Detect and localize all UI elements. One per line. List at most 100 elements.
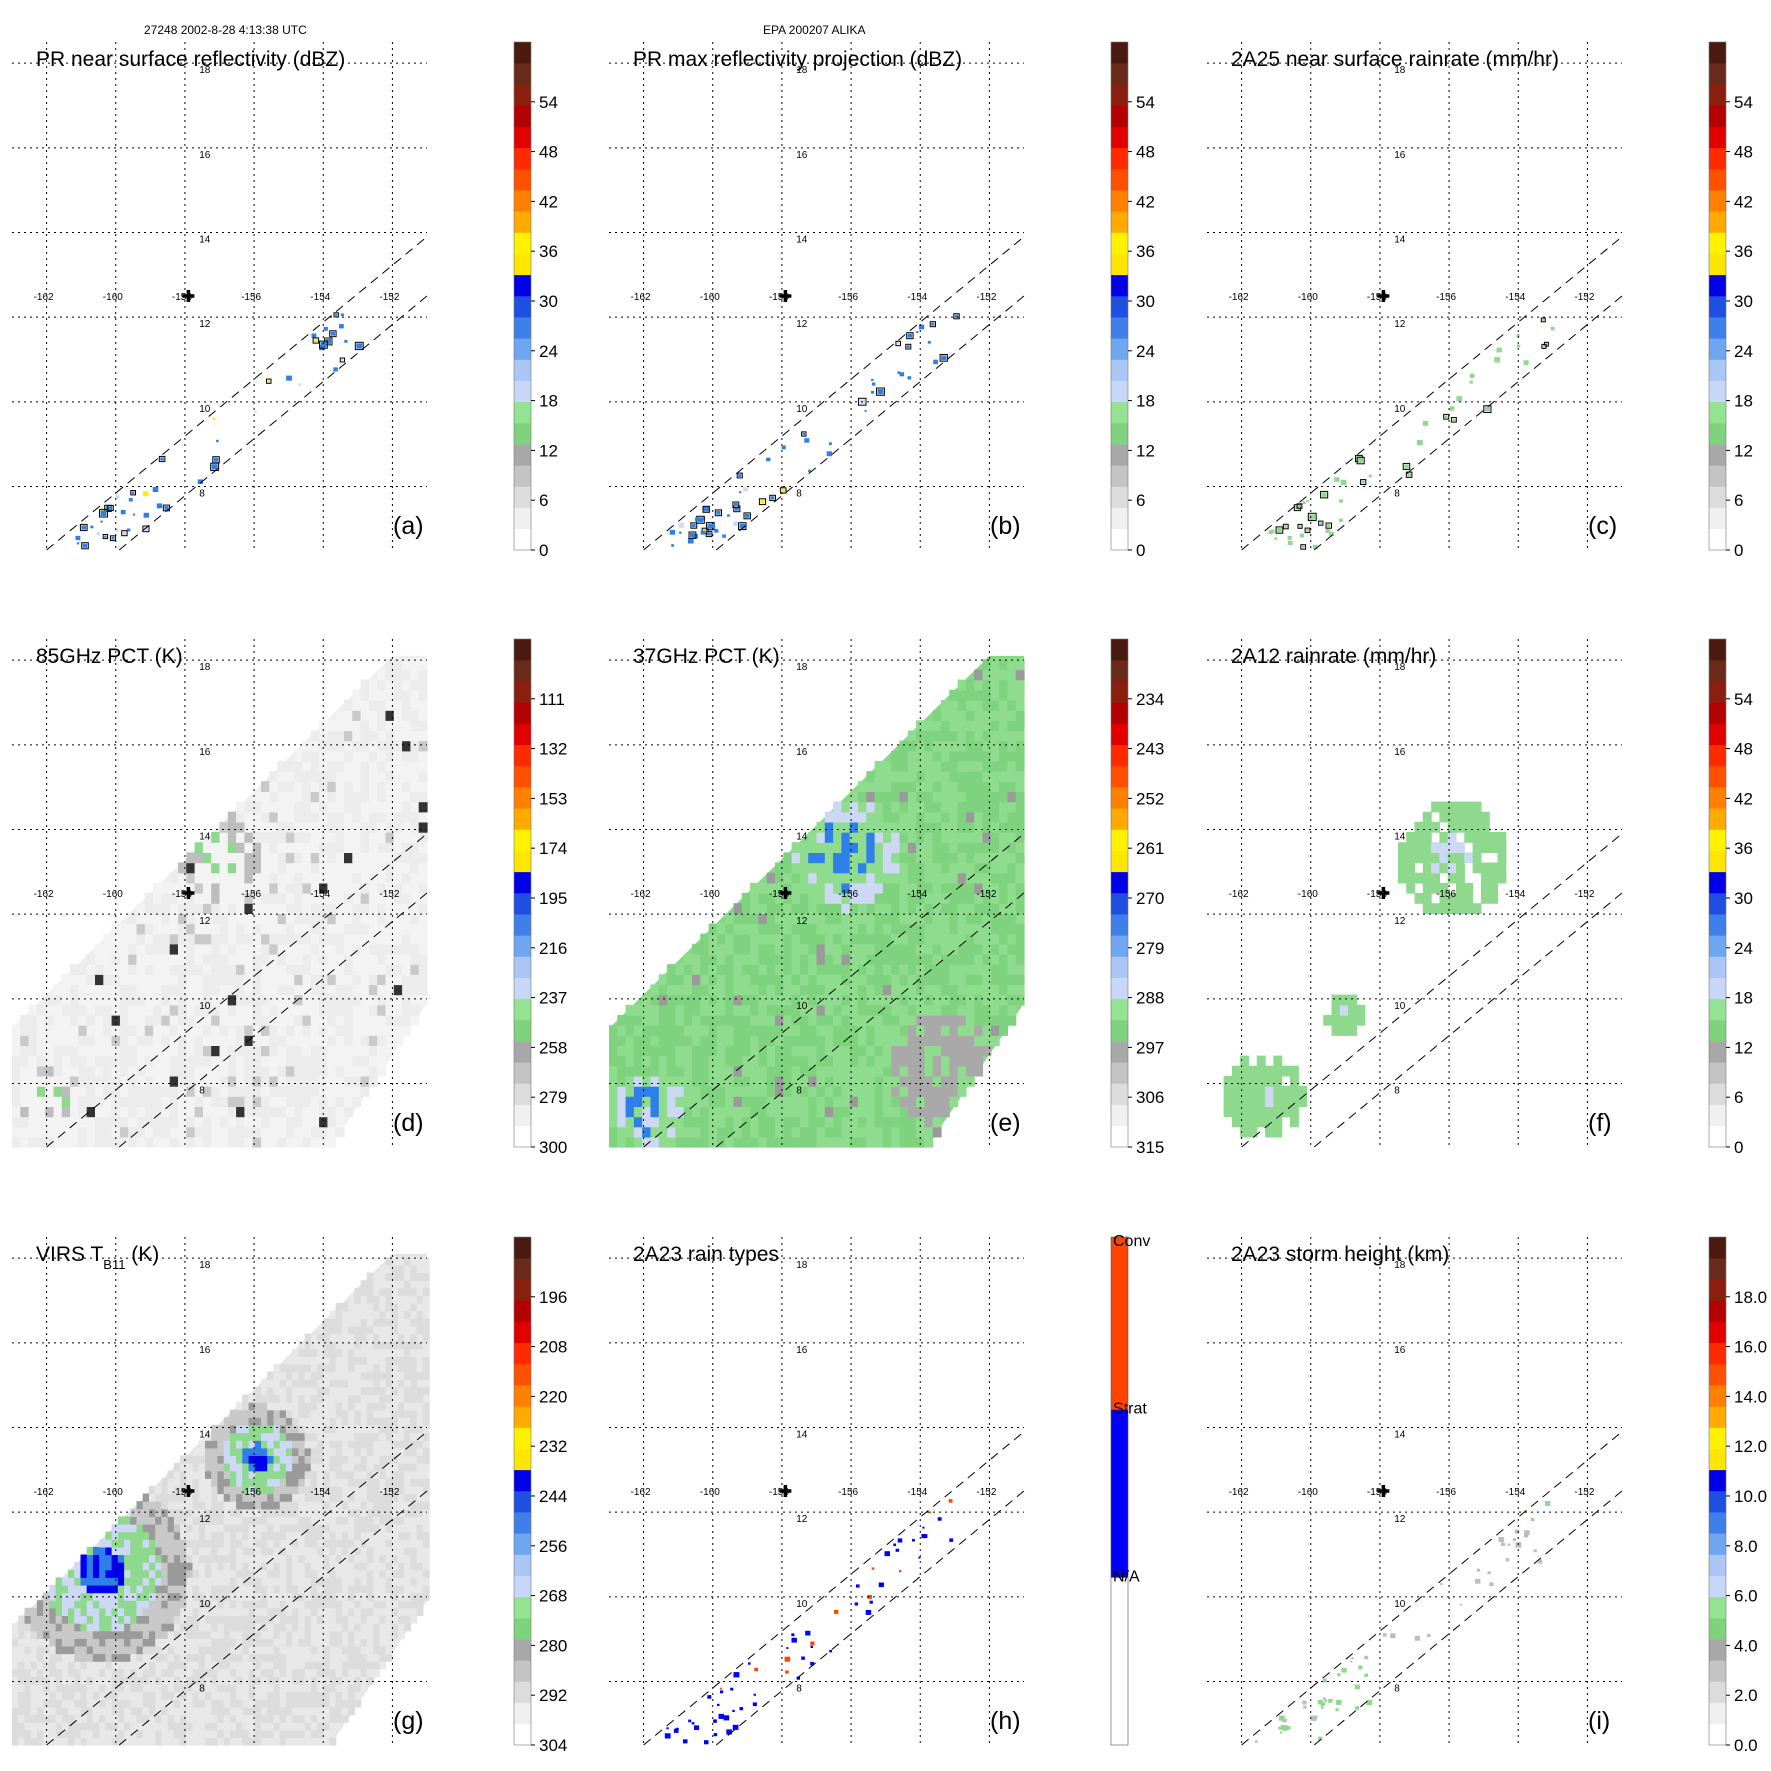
field-cell [12, 1691, 19, 1700]
echo-cell [1309, 514, 1316, 520]
echo-cell [1299, 525, 1302, 528]
field-cell [344, 923, 353, 935]
field-cell [329, 1684, 337, 1693]
field-cell [319, 1136, 328, 1148]
field-cell [348, 1706, 355, 1716]
field-cell [169, 923, 179, 935]
field-cell [18, 1638, 25, 1647]
field-cell [974, 842, 984, 853]
field-cell [261, 1615, 268, 1624]
field-cell [418, 760, 428, 772]
field-cell [78, 964, 88, 975]
field-cell [377, 974, 387, 986]
field-cell [61, 1706, 69, 1716]
map-grid [609, 42, 1024, 550]
field-cell [949, 1065, 959, 1077]
field-cell [236, 1607, 243, 1616]
field-cell [1472, 811, 1482, 823]
field-cell [327, 760, 337, 772]
field-cell [891, 801, 901, 813]
field-cell [319, 1035, 328, 1046]
field-cell [24, 1676, 32, 1685]
longitude-label: -158 [172, 889, 192, 900]
field-cell [92, 1607, 100, 1616]
field-cell [791, 1065, 801, 1077]
colorbar-segment [1111, 274, 1128, 297]
field-cell [36, 1106, 46, 1118]
field-cell [198, 1691, 206, 1700]
echo-cell [1329, 531, 1335, 537]
field-cell [391, 1615, 399, 1624]
field-cell [758, 903, 768, 914]
field-cell [317, 1722, 324, 1731]
field-cell [393, 954, 403, 965]
field-cell [344, 943, 353, 955]
field-cell [360, 1045, 370, 1057]
field-cell [236, 1136, 245, 1148]
colorbar-segment [1111, 486, 1128, 508]
field-cell [277, 1025, 287, 1036]
echo-cell [1288, 540, 1293, 546]
field-cell [74, 1615, 82, 1624]
field-cell [227, 872, 237, 884]
field-cell [161, 1615, 169, 1624]
colorbar-tick-label: 12 [1734, 1038, 1753, 1057]
field-cell [791, 1106, 801, 1118]
field-cell [418, 771, 428, 782]
echo-cell [1306, 529, 1309, 532]
field-cell [965, 1004, 975, 1016]
field-cell [924, 933, 934, 945]
field-cell [198, 1600, 206, 1609]
field-cell [1015, 903, 1025, 914]
field-cell [907, 964, 917, 975]
field-cell [941, 964, 950, 975]
field-cell [882, 974, 892, 986]
field-cell [298, 1600, 306, 1609]
field-cell [692, 1014, 701, 1026]
field-cell [1248, 1116, 1258, 1128]
field-cell [891, 832, 901, 843]
field-cell [360, 740, 370, 752]
field-cell [68, 1699, 75, 1708]
field-cell [202, 954, 212, 965]
field-cell [105, 1607, 113, 1616]
field-cell [866, 913, 876, 925]
echo-contour [929, 321, 937, 328]
field-cell [824, 1106, 834, 1118]
field-cell [202, 994, 212, 1006]
colorbar-segment [514, 465, 531, 487]
field-cell [348, 1607, 355, 1616]
field-cell [858, 1136, 867, 1148]
field-cell [180, 1684, 187, 1693]
field-cell [824, 1075, 834, 1087]
field-cell [298, 1714, 306, 1723]
field-cell [294, 821, 304, 833]
field-cell [974, 750, 984, 762]
field-cell [366, 1668, 374, 1677]
field-cell [18, 1615, 25, 1624]
field-cell [211, 923, 221, 935]
field-cell [849, 1045, 859, 1057]
field-cell [298, 1615, 306, 1624]
field-cell [368, 1055, 378, 1067]
field-cell [242, 1722, 250, 1731]
field-cell [858, 1116, 867, 1128]
field-cell [205, 1729, 212, 1738]
field-cell [716, 1045, 726, 1057]
field-cell [161, 1691, 169, 1700]
field-cell [999, 893, 1008, 904]
field-cell [683, 1065, 693, 1077]
colorbar-segment [1709, 465, 1726, 487]
field-cell [261, 1035, 270, 1046]
field-cell [103, 1004, 113, 1016]
field-cell [219, 1126, 229, 1138]
field-cell [136, 943, 146, 955]
field-cell [700, 984, 710, 996]
field-cell [974, 994, 984, 1006]
field-cell [733, 964, 743, 975]
field-cell [277, 994, 287, 1006]
field-cell [236, 1706, 243, 1716]
field-cell [766, 882, 776, 894]
field-cell [974, 954, 984, 965]
field-cell [219, 1136, 229, 1148]
